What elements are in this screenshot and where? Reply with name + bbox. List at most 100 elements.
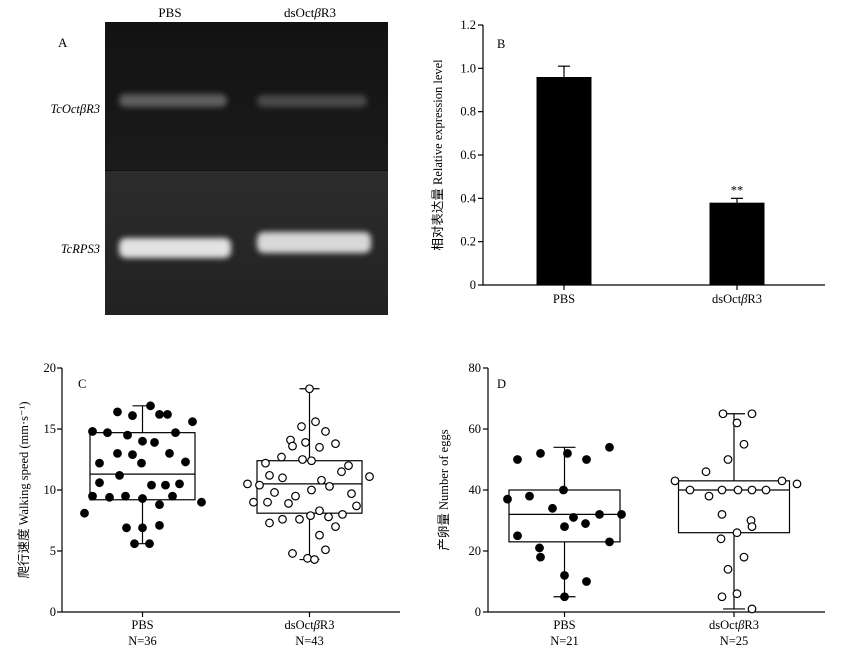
data-point (155, 409, 164, 419)
data-point (733, 485, 743, 495)
lane-label-dsoct: dsOctβR3 (284, 5, 336, 20)
data-point (670, 476, 680, 486)
y-tick-label: 1.0 (460, 61, 476, 75)
category-label: dsOctβR3 (285, 618, 335, 632)
data-point (105, 492, 114, 502)
data-point (732, 589, 742, 599)
data-point (188, 417, 197, 427)
data-point (535, 543, 544, 553)
data-point (321, 545, 330, 555)
data-point (365, 472, 374, 481)
data-point (297, 422, 306, 431)
y-tick-label: 80 (469, 361, 482, 375)
y-tick-label: 15 (44, 422, 57, 436)
data-point (315, 530, 324, 540)
gene-label-target: TcOctβR3 (50, 102, 100, 116)
data-point (582, 455, 591, 464)
y-tick-label: 0 (475, 605, 481, 619)
y-tick-label: 0 (470, 278, 476, 292)
n-label: N=36 (128, 634, 157, 648)
data-point (155, 500, 164, 510)
data-point (307, 485, 316, 495)
data-point (181, 457, 190, 467)
data-point (146, 401, 155, 411)
data-point (128, 450, 137, 460)
data-point (103, 428, 112, 438)
data-point (761, 485, 771, 495)
data-point (165, 449, 174, 458)
data-point (569, 513, 578, 522)
n-label: N=43 (295, 634, 324, 648)
data-point (324, 512, 333, 522)
data-point (137, 458, 146, 468)
bar (709, 202, 765, 285)
y-tick-label: 20 (44, 361, 57, 375)
category-label: PBS (131, 618, 153, 632)
gel-image (105, 22, 388, 315)
data-point (147, 480, 156, 490)
data-point (717, 510, 727, 519)
data-point (739, 552, 749, 562)
panel-label: B (497, 37, 505, 51)
data-point (717, 485, 727, 495)
data-point (128, 411, 137, 420)
data-point (331, 522, 340, 531)
data-point (536, 449, 545, 458)
data-point (321, 427, 330, 436)
data-point (249, 497, 258, 507)
category-label: dsOctβR3 (709, 618, 759, 632)
data-point (278, 514, 287, 524)
y-tick-label: 0.8 (460, 105, 476, 119)
data-point (605, 537, 614, 547)
data-point (513, 531, 522, 541)
data-point (123, 430, 132, 440)
data-point (168, 491, 177, 501)
data-point (88, 491, 97, 501)
significance-label: ** (731, 183, 744, 197)
y-tick-label: 20 (469, 544, 482, 558)
data-point (717, 592, 727, 602)
data-point (747, 485, 757, 495)
data-point (685, 485, 695, 495)
chart-panel-2: 0 20 40 60 80 PBS N=21 dsOctβR3 N=25 产卵量 Number o… (437, 361, 825, 648)
bar (536, 77, 592, 285)
y-tick-label: 60 (469, 422, 482, 436)
data-point (716, 534, 726, 544)
data-point (113, 407, 122, 417)
panel-label: A (58, 35, 68, 50)
chart-panel-0: 0 0.2 0.4 0.6 0.8 1.0 1.2 PBS dsOctβR3 相对表达量 Rela… (431, 18, 825, 306)
data-point (560, 592, 569, 602)
gel-band-target-pbs (119, 94, 227, 107)
data-point (739, 439, 749, 449)
data-point (560, 522, 569, 531)
data-point (560, 571, 569, 580)
data-point (747, 522, 757, 531)
data-point (113, 449, 122, 458)
data-point (337, 467, 346, 477)
data-point (548, 503, 557, 513)
data-point (315, 442, 324, 452)
data-point (311, 417, 320, 427)
y-tick-label: 0.2 (460, 235, 476, 249)
data-point (777, 476, 787, 486)
data-point (121, 491, 130, 501)
panel-label: C (78, 377, 86, 391)
data-point (175, 479, 184, 489)
data-point (163, 409, 172, 419)
data-point (331, 439, 340, 449)
data-point (525, 491, 534, 501)
data-point (747, 604, 757, 614)
n-label: N=21 (550, 634, 579, 648)
data-point (95, 478, 104, 488)
category-label: PBS (553, 292, 575, 306)
gel-band-reference-dsoct (257, 232, 371, 253)
data-point (277, 452, 286, 462)
category-label: dsOctβR3 (712, 292, 762, 306)
data-point (95, 458, 104, 468)
category-label: PBS (553, 618, 575, 632)
data-point (305, 384, 314, 394)
data-point (315, 506, 324, 516)
y-tick-label: 0.4 (460, 191, 476, 205)
